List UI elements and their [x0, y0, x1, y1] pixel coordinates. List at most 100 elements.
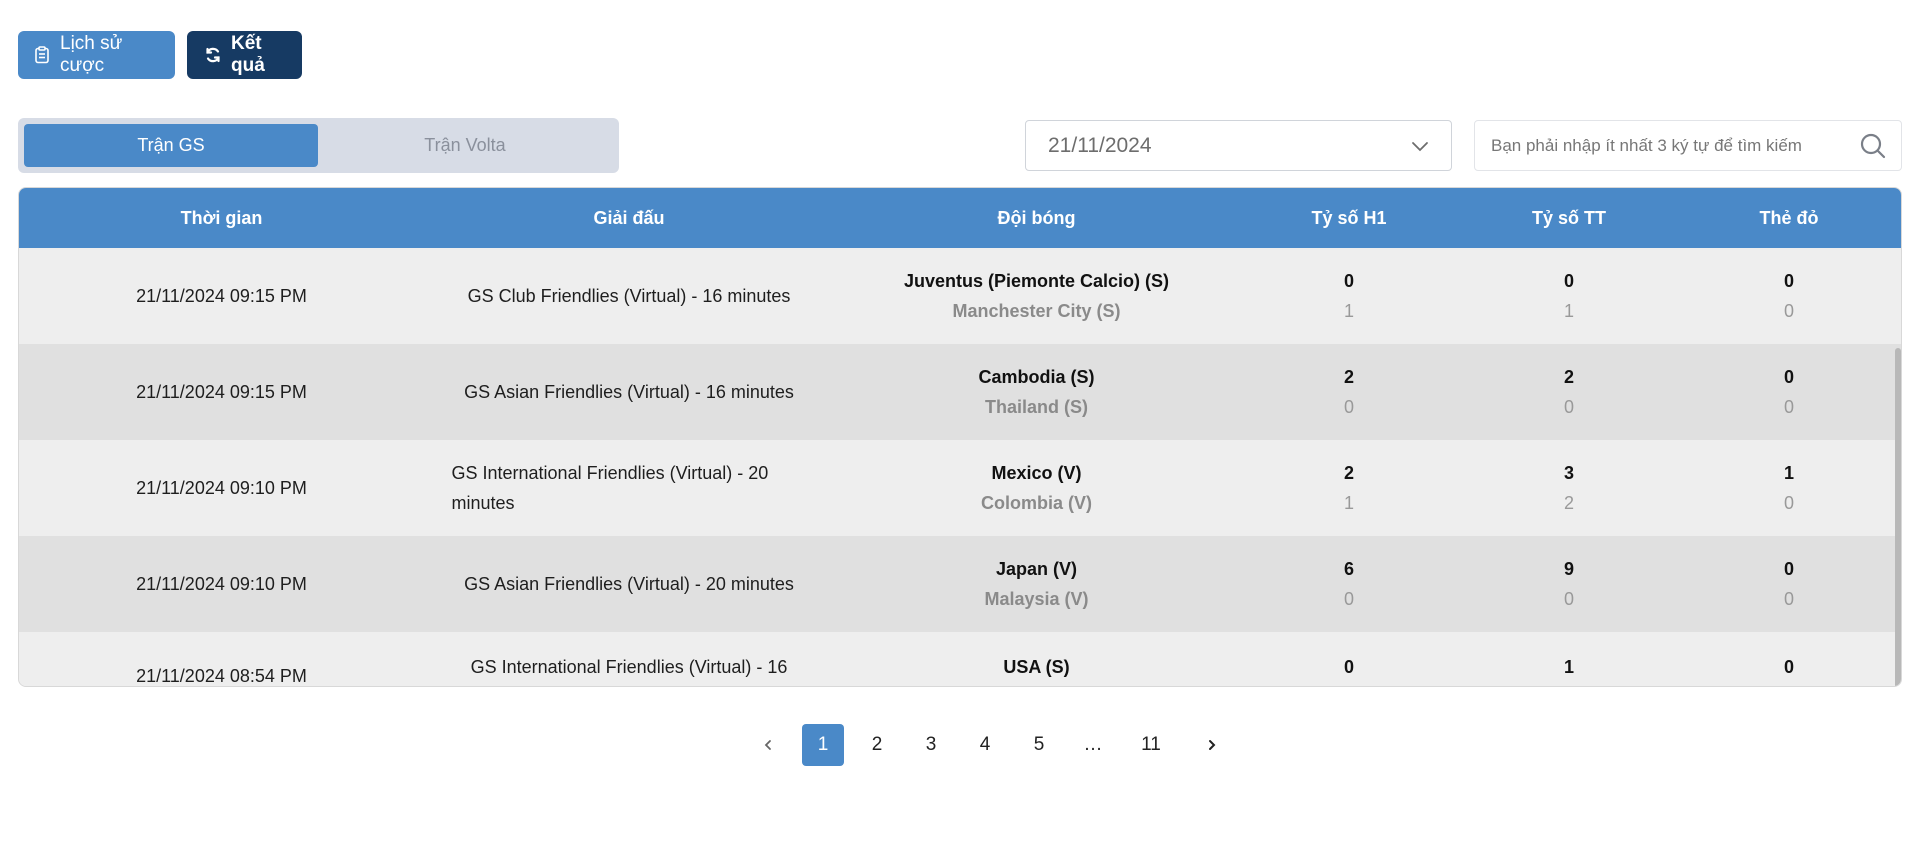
red-cards: 1 0: [1679, 458, 1899, 518]
ft-away: 1: [1563, 301, 1574, 321]
results-table: Thời gian Giải đấu Đội bóng Tỷ số H1 Tỷ …: [18, 187, 1902, 687]
h1-home: 0: [1343, 271, 1354, 291]
league-text: GS International Friendlies (Virtual) - …: [470, 657, 788, 677]
teams: Juventus (Piemonte Calcio) (S) Mancheste…: [834, 266, 1239, 326]
home-team: Mexico (V): [991, 463, 1082, 483]
match-time: 21/11/2024 09:10 PM: [136, 477, 307, 498]
date-value: 21/11/2024: [1048, 133, 1152, 157]
red-home: 0: [1783, 271, 1794, 291]
away-team: Malaysia (V): [984, 589, 1089, 609]
next-page-button[interactable]: [1191, 724, 1233, 766]
h1-home: 6: [1343, 559, 1354, 579]
ft-score: 2 0: [1459, 362, 1679, 422]
red-home: 1: [1783, 463, 1794, 483]
ft-home: 0: [1563, 271, 1574, 291]
bet-history-label: Lịch sử cược: [60, 33, 123, 76]
table-row: 21/11/2024 09:15 PM GS Club Friendlies (…: [19, 248, 1901, 344]
date-select[interactable]: 21/11/2024: [1025, 120, 1452, 171]
h1-away: 0: [1343, 589, 1354, 609]
home-team: Cambodia (S): [978, 367, 1095, 387]
league-name: GS International Friendlies (Virtual) - …: [424, 652, 834, 682]
h1-score: 6 0: [1239, 554, 1459, 614]
table-body: 21/11/2024 09:15 PM GS Club Friendlies (…: [19, 248, 1901, 686]
h1-away: 1: [1343, 301, 1354, 321]
tab-volta[interactable]: Trận Volta: [424, 135, 506, 155]
h1-score: 2 0: [1239, 362, 1459, 422]
away-team: Colombia (V): [981, 493, 1092, 513]
header-ft-score: Tỷ số TT: [1531, 208, 1606, 228]
ft-score: 9 0: [1459, 554, 1679, 614]
page-11-button[interactable]: 11: [1141, 734, 1161, 755]
header-red-cards: Thẻ đỏ: [1759, 208, 1819, 228]
table-row: 21/11/2024 09:10 PM GS International Fri…: [19, 440, 1901, 536]
bet-history-button[interactable]: Lịch sử cược: [18, 31, 175, 79]
chevron-left-icon: [764, 740, 771, 750]
chevron-right-icon: [1209, 740, 1216, 750]
red-cards: 0: [1679, 652, 1899, 682]
h1-home: 2: [1343, 367, 1354, 387]
red-away: 0: [1783, 301, 1794, 321]
teams: Mexico (V) Colombia (V): [834, 458, 1239, 518]
ft-away: 0: [1563, 589, 1574, 609]
red-away: 0: [1783, 589, 1794, 609]
pagination: 1 2 3 4 5 … 11: [0, 724, 1920, 768]
away-team: Thailand (S): [985, 397, 1088, 417]
h1-home: 2: [1343, 463, 1354, 483]
red-home: 0: [1783, 559, 1794, 579]
page-3-button[interactable]: 3: [925, 734, 937, 755]
search-input[interactable]: [1491, 135, 1859, 156]
league-name: GS Asian Friendlies (Virtual) - 20 minut…: [424, 569, 834, 599]
match-time: 21/11/2024 09:15 PM: [136, 381, 307, 402]
ft-score: 1: [1459, 652, 1679, 682]
match-type-tabs: Trận GS Trận Volta: [18, 118, 619, 173]
red-cards: 0 0: [1679, 266, 1899, 326]
league-text: GS Club Friendlies (Virtual) - 16 minute…: [467, 286, 791, 306]
h1-away: 0: [1343, 397, 1354, 417]
teams: Cambodia (S) Thailand (S): [834, 362, 1239, 422]
ft-score: 0 1: [1459, 266, 1679, 326]
header-league: Giải đấu: [593, 208, 665, 228]
table-row: 21/11/2024 09:10 PM GS Asian Friendlies …: [19, 536, 1901, 632]
ft-home: 1: [1563, 657, 1574, 677]
search-icon[interactable]: [1859, 132, 1887, 160]
league-name: GS International Friendlies (Virtual) - …: [424, 458, 834, 518]
chevron-down-icon: [1412, 141, 1428, 151]
h1-score: 0: [1239, 652, 1459, 682]
red-away: 0: [1783, 493, 1794, 513]
refresh-icon: [206, 47, 220, 63]
results-label: Kết quả: [231, 33, 265, 76]
red-cards: 0 0: [1679, 554, 1899, 614]
page-2-button[interactable]: 2: [871, 734, 883, 755]
match-time: 21/11/2024 09:15 PM: [136, 285, 307, 306]
ft-home: 3: [1563, 463, 1574, 483]
results-button[interactable]: Kết quả: [187, 31, 302, 79]
page-5-button[interactable]: 5: [1033, 734, 1045, 755]
league-name: GS Club Friendlies (Virtual) - 16 minute…: [424, 281, 834, 311]
h1-score: 2 1: [1239, 458, 1459, 518]
teams: Japan (V) Malaysia (V): [834, 554, 1239, 614]
league-name: GS Asian Friendlies (Virtual) - 16 minut…: [424, 377, 834, 407]
h1-score: 0 1: [1239, 266, 1459, 326]
tab-gs[interactable]: Trận GS: [24, 124, 318, 167]
table-scrollbar[interactable]: [1895, 348, 1901, 686]
header-time: Thời gian: [180, 207, 263, 228]
h1-away: 1: [1343, 493, 1354, 513]
clipboard-icon: [35, 46, 49, 64]
home-team: USA (S): [1003, 657, 1070, 677]
red-home: 0: [1783, 657, 1794, 677]
table-header: Thời gian Giải đấu Đội bóng Tỷ số H1 Tỷ …: [19, 188, 1901, 248]
page-4-button[interactable]: 4: [979, 734, 991, 755]
prev-page-button[interactable]: [747, 724, 789, 766]
h1-home: 0: [1343, 657, 1354, 677]
red-cards: 0 0: [1679, 362, 1899, 422]
teams: USA (S): [834, 652, 1239, 682]
page-ellipsis: …: [1083, 734, 1103, 755]
red-home: 0: [1783, 367, 1794, 387]
header-h1-score: Tỷ số H1: [1311, 208, 1387, 228]
match-time: 21/11/2024 08:54 PM: [136, 666, 307, 686]
page-1-button[interactable]: 1: [802, 724, 844, 766]
league-text: GS International Friendlies (Virtual) - …: [451, 463, 769, 513]
ft-away: 0: [1563, 397, 1574, 417]
league-text: GS Asian Friendlies (Virtual) - 16 minut…: [464, 382, 794, 402]
search-box: [1474, 120, 1902, 171]
